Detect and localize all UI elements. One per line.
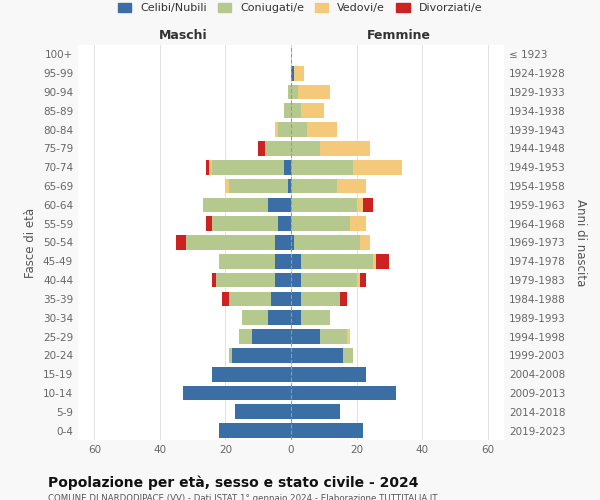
Bar (350, 216, 367, 231)
Bar (301, 310, 331, 325)
Bar (229, 292, 271, 306)
Bar (356, 198, 363, 212)
Bar (239, 329, 251, 344)
Bar (291, 198, 356, 212)
Bar (183, 386, 291, 400)
Bar (291, 329, 320, 344)
Bar (271, 292, 291, 306)
Bar (301, 273, 356, 287)
Bar (278, 216, 291, 231)
Bar (356, 273, 360, 287)
Bar (320, 141, 370, 156)
Bar (291, 216, 350, 231)
Bar (275, 273, 291, 287)
Bar (212, 367, 291, 382)
Bar (363, 198, 373, 212)
Bar (291, 424, 363, 438)
Bar (291, 292, 301, 306)
Bar (360, 273, 367, 287)
Legend: Celibi/Nubili, Coniugati/e, Vedovi/e, Divorziati/e: Celibi/Nubili, Coniugati/e, Vedovi/e, Di… (116, 0, 484, 16)
Bar (212, 160, 284, 174)
Bar (219, 254, 275, 268)
Text: Maschi: Maschi (158, 29, 207, 42)
Bar (215, 273, 275, 287)
Bar (268, 198, 291, 212)
Bar (291, 160, 353, 174)
Bar (301, 254, 373, 268)
Bar (222, 292, 229, 306)
Bar (206, 216, 212, 231)
Bar (291, 310, 301, 325)
Bar (373, 254, 376, 268)
Bar (265, 141, 291, 156)
Bar (291, 122, 307, 137)
Bar (242, 310, 268, 325)
Bar (288, 178, 291, 194)
Bar (291, 367, 367, 382)
Bar (226, 178, 229, 194)
Bar (320, 329, 347, 344)
Bar (186, 235, 275, 250)
Bar (291, 235, 294, 250)
Bar (288, 84, 291, 100)
Bar (278, 122, 291, 137)
Bar (291, 254, 301, 268)
Bar (268, 310, 291, 325)
Bar (301, 292, 340, 306)
Bar (275, 254, 291, 268)
Bar (212, 216, 278, 231)
Bar (203, 198, 268, 212)
Bar (284, 104, 291, 118)
Bar (291, 386, 396, 400)
Text: Femmine: Femmine (367, 29, 431, 42)
Bar (284, 160, 291, 174)
Bar (291, 178, 337, 194)
Bar (291, 348, 343, 362)
Bar (291, 404, 340, 419)
Text: Popolazione per età, sesso e stato civile - 2024: Popolazione per età, sesso e stato civil… (48, 476, 419, 490)
Bar (294, 235, 360, 250)
Text: COMUNE DI NARDODIPACE (VV) - Dati ISTAT 1° gennaio 2024 - Elaborazione TUTTITALI: COMUNE DI NARDODIPACE (VV) - Dati ISTAT … (48, 494, 437, 500)
Y-axis label: Anni di nascita: Anni di nascita (574, 199, 587, 286)
Bar (291, 141, 320, 156)
Y-axis label: Fasce di età: Fasce di età (25, 208, 37, 278)
Bar (301, 104, 324, 118)
Bar (298, 84, 331, 100)
Bar (291, 273, 301, 287)
Bar (307, 122, 337, 137)
Bar (353, 160, 403, 174)
Bar (235, 404, 291, 419)
Bar (229, 348, 232, 362)
Bar (206, 160, 209, 174)
Bar (219, 424, 291, 438)
Bar (347, 329, 350, 344)
Bar (209, 160, 212, 174)
Bar (291, 66, 294, 80)
Bar (251, 329, 291, 344)
Bar (376, 254, 389, 268)
Bar (275, 122, 278, 137)
Bar (343, 348, 353, 362)
Bar (360, 235, 370, 250)
Bar (291, 84, 298, 100)
Bar (340, 292, 347, 306)
Bar (337, 178, 367, 194)
Bar (275, 235, 291, 250)
Bar (176, 235, 186, 250)
Bar (291, 104, 301, 118)
Bar (229, 178, 288, 194)
Bar (232, 348, 291, 362)
Bar (294, 66, 304, 80)
Bar (258, 141, 265, 156)
Bar (212, 273, 215, 287)
